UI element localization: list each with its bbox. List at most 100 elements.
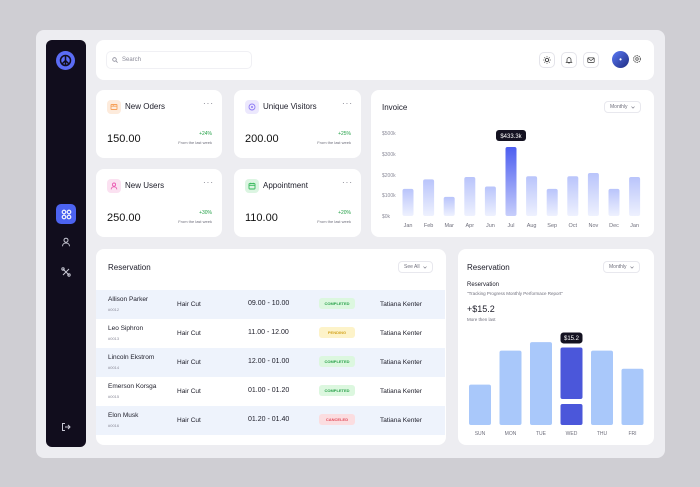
invoice-chart: $500k $300k $200k $100k $0k Jan Feb Mar Apr Jun Ju… (382, 130, 641, 229)
logout-button[interactable] (56, 417, 76, 437)
customer-id: #0015 (108, 394, 120, 399)
more-icon[interactable]: ··· (342, 178, 353, 187)
theme-toggle-button[interactable] (539, 52, 555, 68)
dashboard-nav-button[interactable] (56, 204, 76, 224)
x-tick-label: Jul (507, 223, 514, 229)
status-badge: COMPLETED (319, 298, 355, 309)
reservation-table-title: Reservation (108, 263, 151, 272)
avatar[interactable]: • (612, 51, 629, 68)
table-row[interactable]: Lincoln Ekstrom #0014 Hair Cut 12.00 - 01.0… (96, 348, 445, 377)
y-tick-label: $200k (382, 173, 396, 179)
customer-id: #0016 (108, 423, 120, 428)
customer-id: #0014 (108, 365, 120, 370)
stat-title: New Users (125, 181, 165, 190)
x-tick-label: MON (505, 431, 517, 437)
reservation-bar[interactable] (560, 347, 583, 399)
x-tick-label: WED (566, 431, 578, 437)
logo-icon[interactable] (56, 51, 75, 70)
stat-card-appointment: Appointment ··· 110.00 +20% From the las… (234, 169, 361, 237)
stat-value: 250.00 (107, 212, 141, 224)
x-tick-label: Nov (589, 223, 599, 229)
customer-name: Leo Siphron (108, 325, 144, 332)
table-row[interactable]: Emerson Korsga #0015 Hair Cut 01.00 - 01.20… (96, 377, 445, 406)
search-input[interactable]: Search (106, 51, 252, 69)
invoice-bar[interactable] (567, 176, 579, 216)
reservation-bar-lower[interactable] (560, 404, 583, 425)
invoice-filter-dropdown[interactable]: Monthly (604, 101, 641, 113)
staff-name: Tatiana Kenter (380, 388, 422, 395)
invoice-bar[interactable] (443, 196, 455, 216)
more-icon[interactable]: ··· (342, 99, 353, 108)
invoice-bar[interactable] (629, 176, 641, 216)
reservation-chart: SUN MON TUE $15.2 WED THU FRI (469, 332, 644, 437)
search-placeholder: Search (122, 57, 142, 63)
reservation-bar[interactable] (621, 368, 644, 425)
tools-icon (61, 267, 71, 277)
invoice-card: Invoice Monthly $500k $300k $200k $100k $0k J… (371, 90, 654, 237)
notifications-button[interactable] (561, 52, 577, 68)
reservation-bar[interactable] (499, 350, 522, 425)
service-name: Hair Cut (177, 388, 201, 395)
time-slot: 12.00 - 01.00 (248, 358, 290, 365)
customer-name: Elon Musk (108, 412, 139, 419)
bell-icon (565, 57, 573, 64)
chevron-down-icon (630, 105, 635, 109)
users-nav-button[interactable] (56, 232, 76, 252)
more-icon[interactable]: ··· (203, 99, 214, 108)
tools-nav-button[interactable] (56, 262, 76, 282)
x-tick-label: SUN (475, 431, 486, 437)
table-row[interactable]: Leo Siphron #0013 Hair Cut 11.00 - 12.00 PEN… (96, 319, 445, 348)
gear-icon[interactable] (632, 54, 642, 64)
messages-button[interactable] (583, 52, 599, 68)
see-all-label: See All (404, 264, 420, 270)
invoice-bar[interactable] (526, 176, 538, 216)
staff-name: Tatiana Kenter (380, 417, 422, 424)
time-slot: 11.00 - 12.00 (248, 329, 289, 336)
sun-icon (543, 56, 551, 64)
see-all-button[interactable]: See All (398, 261, 433, 273)
table-row[interactable]: Elon Musk #0016 Hair Cut 01.20 - 01.40 CANCE… (96, 406, 445, 435)
service-name: Hair Cut (177, 330, 201, 337)
invoice-bar[interactable] (484, 186, 496, 216)
invoice-bar[interactable] (464, 176, 476, 216)
stat-from: From the last week (178, 140, 212, 145)
invoice-bar[interactable] (587, 173, 599, 216)
table-row[interactable]: Allison Parker #0012 Hair Cut 09.00 - 10.00… (96, 290, 445, 319)
invoice-bar[interactable] (505, 147, 517, 216)
y-tick-label: $0k (382, 214, 391, 220)
invoice-tooltip-label: $433.3k (500, 134, 522, 140)
user-icon (62, 237, 70, 247)
reservation-bar[interactable] (591, 350, 613, 425)
x-tick-label: FRI (628, 431, 636, 437)
reservation-filter-dropdown[interactable]: Monthly (603, 261, 640, 273)
time-slot: 09.00 - 10.00 (248, 300, 290, 307)
user-icon (107, 179, 121, 193)
stat-title: New Oders (125, 102, 166, 111)
stat-from: From the last week (317, 219, 351, 224)
invoice-bar[interactable] (402, 188, 414, 216)
customer-name: Emerson Korsga (108, 383, 157, 390)
x-tick-label: Aug (527, 223, 537, 229)
x-tick-label: Jun (486, 223, 495, 229)
reservation-bar[interactable] (469, 384, 491, 425)
stat-value: 200.00 (245, 133, 279, 145)
staff-name: Tatiana Kenter (380, 301, 422, 308)
more-icon[interactable]: ··· (203, 178, 214, 187)
stat-from: From the last week (178, 219, 212, 224)
logout-icon (62, 423, 71, 431)
invoice-title: Invoice (382, 103, 408, 112)
invoice-bar[interactable] (546, 188, 558, 216)
y-tick-label: $500k (382, 131, 396, 137)
invoice-bar[interactable] (608, 188, 620, 216)
stat-delta: +30% (199, 210, 212, 216)
reservation-bar[interactable] (530, 342, 552, 425)
invoice-bar[interactable] (423, 179, 435, 216)
stat-card-new-users: New Users ··· 250.00 +30% From the last … (96, 169, 222, 237)
service-name: Hair Cut (177, 359, 201, 366)
status-badge: COMPLETED (319, 385, 355, 396)
stat-card-new-orders: New Oders ··· 150.00 +24% From the last … (96, 90, 222, 158)
x-tick-label: Dec (609, 223, 619, 229)
chevron-down-icon (629, 265, 634, 269)
reservation-value: +$15.2 (467, 304, 495, 314)
x-tick-label: Jan (404, 223, 413, 229)
